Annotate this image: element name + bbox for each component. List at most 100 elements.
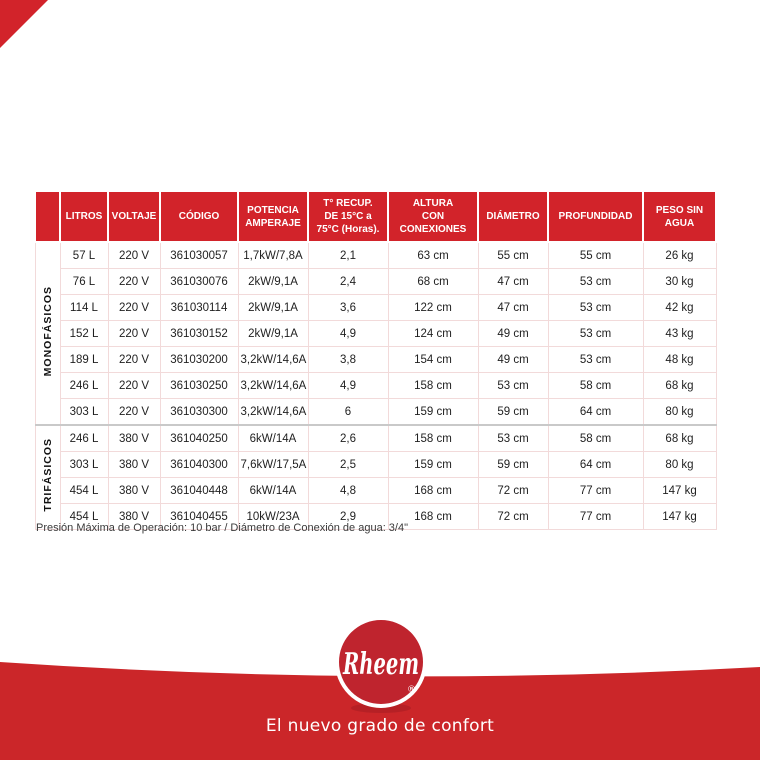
spec-cell: 7,6kW/17,5A: [237, 451, 309, 478]
spec-cell: 6kW/14A: [237, 477, 309, 504]
band-shape: [0, 662, 760, 760]
spec-cell: 49 cm: [477, 320, 549, 347]
spec-cell: 361040250: [159, 424, 239, 452]
spec-cell: 361040455: [159, 503, 239, 530]
spec-cell: 77 cm: [547, 503, 644, 530]
group-label: TRIFÁSICOS: [41, 438, 54, 512]
spec-cell: 26 kg: [642, 241, 717, 269]
spec-cell: 48 kg: [642, 346, 717, 373]
group-label-cell: TRIFÁSICOS: [34, 424, 61, 530]
logo-circle: [335, 616, 427, 708]
spec-cell: 361030152: [159, 320, 239, 347]
rheem-logo: Rheem ®: [335, 616, 427, 713]
spec-cell: 147 kg: [642, 477, 717, 504]
spec-cell: 47 cm: [477, 268, 549, 295]
logo-wordmark: Rheem: [342, 647, 419, 682]
spec-cell: 361040300: [159, 451, 239, 478]
spec-cell: 2kW/9,1A: [237, 294, 309, 321]
spec-cell: 361030076: [159, 268, 239, 295]
spec-cell: 2,1: [307, 241, 389, 269]
spec-cell: 361030057: [159, 241, 239, 269]
spec-cell: 77 cm: [547, 477, 644, 504]
spec-cell: 57 L: [59, 241, 109, 269]
header-cell: CÓDIGO: [159, 190, 239, 243]
group-label-cell: MONOFÁSICOS: [34, 241, 61, 426]
spec-cell: 114 L: [59, 294, 109, 321]
spec-cell: 159 cm: [387, 451, 479, 478]
spec-cell: 55 cm: [547, 241, 644, 269]
spec-cell: 380 V: [107, 477, 161, 504]
spec-cell: 147 kg: [642, 503, 717, 530]
spec-cell: 4,8: [307, 477, 389, 504]
spec-cell: 42 kg: [642, 294, 717, 321]
spec-cell: 53 cm: [477, 424, 549, 452]
table-row: 152 L 220 V 361030152 2kW/9,1A 4,9 124 cm 49 c…: [35, 320, 717, 347]
spec-cell: 55 cm: [477, 241, 549, 269]
spec-cell: 159 cm: [387, 398, 479, 426]
spec-cell: 220 V: [107, 320, 161, 347]
table-row: 454 L 380 V 361040448 6kW/14A 4,8 168 cm 72 cm…: [35, 477, 717, 504]
spec-cell: 380 V: [107, 451, 161, 478]
table-row: 303 L 380 V 361040300 7,6kW/17,5A 2,5 159 cm 5…: [35, 451, 717, 478]
spec-cell: 454 L: [59, 503, 109, 530]
spec-cell: 168 cm: [387, 477, 479, 504]
spec-cell: 380 V: [107, 424, 161, 452]
spec-cell: 80 kg: [642, 398, 717, 426]
spec-cell: 53 cm: [547, 346, 644, 373]
spec-cell: 3,2kW/14,6A: [237, 398, 309, 426]
spec-cell: 2kW/9,1A: [237, 320, 309, 347]
spec-cell: 53 cm: [547, 268, 644, 295]
spec-cell: 220 V: [107, 372, 161, 399]
spec-cell: 361030114: [159, 294, 239, 321]
header-cell: PESO SIN AGUA: [642, 190, 717, 243]
spec-cell: 59 cm: [477, 398, 549, 426]
spec-cell: 58 cm: [547, 372, 644, 399]
spec-cell: 361040448: [159, 477, 239, 504]
spec-cell: 154 cm: [387, 346, 479, 373]
spec-cell: 2,4: [307, 268, 389, 295]
spec-cell: 4,9: [307, 372, 389, 399]
spec-cell: 158 cm: [387, 372, 479, 399]
spec-cell: 158 cm: [387, 424, 479, 452]
header-cell: T° RECUP. DE 15°C a 75°C (Horas).: [307, 190, 389, 243]
footnote: Presión Máxima de Operación: 10 bar / Di…: [36, 522, 409, 534]
registered-trademark-icon: ®: [407, 685, 416, 695]
header-cell: PROFUNDIDAD: [547, 190, 644, 243]
spec-cell: 63 cm: [387, 241, 479, 269]
spec-cell: 64 cm: [547, 398, 644, 426]
table-row: 76 L 220 V 361030076 2kW/9,1A 2,4 68 cm 47 cm 5…: [35, 268, 717, 295]
spec-cell: 2kW/9,1A: [237, 268, 309, 295]
spec-cell: 68 kg: [642, 424, 717, 452]
spec-cell: 53 cm: [547, 320, 644, 347]
spec-cell: 6kW/14A: [237, 424, 309, 452]
spec-cell: 30 kg: [642, 268, 717, 295]
spec-cell: 43 kg: [642, 320, 717, 347]
spec-cell: 361030300: [159, 398, 239, 426]
table-row: TRIFÁSICOS 246 L 380 V 361040250 6kW/14A 2,6 1…: [34, 424, 717, 530]
spec-cell: 47 cm: [477, 294, 549, 321]
spec-cell: 361030200: [159, 346, 239, 373]
table-row: 303 L 220 V 361030300 3,2kW/14,6A 6 159 cm 59 …: [35, 398, 717, 426]
header-cell: DIÁMETRO: [477, 190, 549, 243]
corner-accent: [0, 0, 48, 48]
spec-cell: 3,2kW/14,6A: [237, 346, 309, 373]
spec-cell: 72 cm: [477, 503, 549, 530]
spec-cell: 168 cm: [387, 503, 479, 530]
spec-cell: 4,9: [307, 320, 389, 347]
spec-cell: 2,5: [307, 451, 389, 478]
table-row: 246 L 220 V 361030250 3,2kW/14,6A 4,9 158 cm 5…: [35, 372, 717, 399]
header-cell: ALTURA CON CONEXIONES: [387, 190, 479, 243]
group-label: MONOFÁSICOS: [41, 285, 54, 377]
spec-cell: 2,6: [307, 424, 389, 452]
spec-cell: 53 cm: [547, 294, 644, 321]
spec-cell: 68 cm: [387, 268, 479, 295]
spec-cell: 246 L: [59, 372, 109, 399]
spec-cell: 80 kg: [642, 451, 717, 478]
spec-cell: 220 V: [107, 346, 161, 373]
spec-cell: 220 V: [107, 398, 161, 426]
table-row: 189 L 220 V 361030200 3,2kW/14,6A 3,8 154 cm 4…: [35, 346, 717, 373]
spec-cell: 64 cm: [547, 451, 644, 478]
spec-cell: 220 V: [107, 241, 161, 269]
spec-cell: 3,8: [307, 346, 389, 373]
spec-cell: 58 cm: [547, 424, 644, 452]
